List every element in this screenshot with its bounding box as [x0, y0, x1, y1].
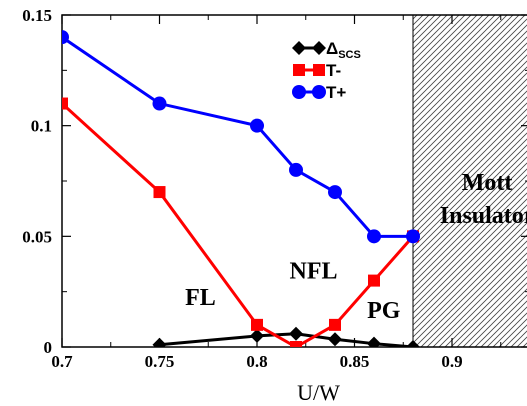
legend-marker-t-minus	[313, 64, 325, 76]
series-line-t-minus	[62, 102, 415, 347]
series-line-t-plus	[62, 35, 413, 238]
x-tick-label: 0.9	[441, 352, 462, 371]
legend-label-t-plus: T+	[326, 83, 346, 102]
series-t-plus	[62, 30, 420, 244]
axis-layer: 0.7 0.75 0.8 0.85 0.9 0 0.05 0.1 0.15 U/W	[22, 6, 527, 405]
region-label-pg: PG	[367, 298, 401, 324]
data-point-t-plus	[62, 30, 69, 45]
mott-insulator-region	[412, 14, 527, 348]
legend-label-subscript: SCS	[338, 49, 361, 61]
data-point-t-minus	[368, 274, 380, 287]
legend-marker-t-plus	[292, 85, 306, 99]
data-point-delta-scs	[152, 337, 167, 347]
data-point-t-plus	[152, 96, 167, 111]
region-label-nfl: NFL	[290, 258, 338, 284]
data-point-t-minus	[62, 97, 68, 110]
legend-label-t-minus: T-	[326, 61, 341, 80]
data-point-t-minus	[251, 318, 263, 331]
region-label-insulator: Insulator	[440, 203, 527, 229]
legend-marker-t-plus	[312, 85, 326, 99]
data-point-t-minus	[153, 186, 166, 199]
y-tick-label: 0.15	[22, 6, 52, 25]
x-tick-label: 0.85	[340, 352, 370, 371]
legend-label-text: T-	[326, 61, 341, 80]
data-point-t-minus	[290, 341, 302, 347]
x-tick-label: 0.8	[246, 352, 267, 371]
data-point-delta-scs	[406, 340, 420, 347]
legend-label-text: T+	[326, 83, 346, 102]
legend-label-delta-scs: ΔSCS	[326, 39, 361, 61]
data-point-t-plus	[406, 229, 420, 244]
data-point-t-plus	[328, 185, 342, 200]
legend-marker-t-minus	[293, 64, 305, 76]
region-label-fl: FL	[185, 285, 216, 311]
data-point-delta-scs	[328, 332, 342, 347]
x-axis-title: U/W	[297, 380, 340, 405]
y-tick-label: 0.05	[22, 227, 52, 246]
region-layer	[412, 14, 527, 348]
data-point-delta-scs	[289, 326, 303, 341]
data-point-t-plus	[250, 118, 264, 133]
legend-label-text: Δ	[326, 39, 338, 58]
legend-entry-t-plus: T+	[292, 83, 346, 102]
legend-marker-delta-scs	[312, 41, 326, 55]
region-label-mott: Mott	[462, 170, 513, 196]
y-tick-label: 0.1	[31, 117, 52, 136]
data-point-t-plus	[289, 162, 303, 177]
y-tick-label: 0	[44, 338, 53, 357]
legend-entry-t-minus: T-	[293, 61, 341, 80]
legend-entry-delta-scs: ΔSCS	[292, 39, 361, 61]
data-point-t-minus	[329, 318, 341, 331]
annotation-layer: FL NFL PG Mott Insulator	[185, 170, 527, 324]
data-point-t-plus	[367, 229, 381, 244]
series-layer	[62, 30, 420, 347]
data-point-delta-scs	[250, 328, 264, 343]
x-tick-label: 0.75	[145, 352, 175, 371]
x-tick-label: 0.7	[51, 352, 73, 371]
legend-marker-delta-scs	[292, 41, 306, 55]
data-point-delta-scs	[367, 336, 381, 347]
